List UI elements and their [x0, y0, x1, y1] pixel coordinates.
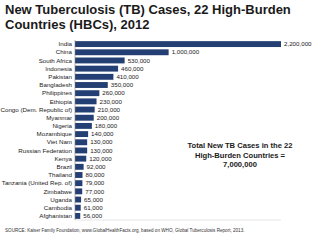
category-label: Afghanistan — [39, 212, 72, 219]
category-label: Indonesia — [45, 65, 72, 72]
bar — [75, 139, 87, 145]
category-label: Cambodia — [44, 204, 73, 211]
category-label: Brazil — [57, 163, 72, 170]
bar — [75, 82, 108, 88]
category-label: Philippines — [42, 89, 72, 96]
data-label: 530,000 — [128, 57, 151, 64]
data-label: 56,000 — [83, 212, 102, 219]
data-label: 180,000 — [95, 122, 118, 129]
data-label: 130,000 — [90, 138, 113, 145]
data-label: 1,000,000 — [172, 48, 200, 55]
title-group: New Tuberculosis (TB) Cases, 22 High-Bur… — [5, 2, 291, 32]
bar — [75, 115, 94, 121]
data-label: 410,000 — [116, 73, 139, 80]
category-label: Thailand — [48, 171, 72, 178]
category-label: Mozambique — [37, 130, 73, 137]
bar — [75, 58, 125, 64]
category-label: Russian Federation — [18, 147, 72, 154]
annotation-line: 7,000,000 — [223, 160, 257, 169]
bar — [75, 41, 281, 47]
bar — [75, 98, 97, 104]
title: Countries (HBCs), 2012 — [5, 17, 149, 32]
category-label: India — [59, 40, 73, 47]
category-label: Zimbabwe — [43, 188, 72, 195]
bar — [75, 188, 82, 194]
category-label: South Africa — [39, 57, 73, 64]
category-label: Pakistan — [48, 73, 72, 80]
annotation-line: High-Burden Countries = — [195, 151, 286, 160]
data-label: 2,200,000 — [284, 40, 312, 47]
category-axis — [75, 40, 76, 220]
bar — [75, 74, 113, 80]
data-label: 350,000 — [111, 81, 134, 88]
data-label: 77,000 — [85, 188, 104, 195]
category-label: Viet Nam — [47, 138, 72, 145]
bar — [75, 90, 99, 96]
title: New Tuberculosis (TB) Cases, 22 High-Bur… — [5, 2, 291, 17]
bar — [75, 148, 87, 154]
category-label: Congo (Dem. Republic of) — [0, 106, 72, 113]
data-label: 92,000 — [87, 163, 106, 170]
bar — [75, 213, 80, 219]
bar — [75, 205, 81, 211]
annotation-line: Total New TB Cases in the 22 — [188, 141, 293, 150]
value-axis — [75, 220, 281, 221]
bar — [75, 107, 95, 113]
bar — [75, 49, 169, 55]
data-label: 140,000 — [91, 130, 114, 137]
category-label: China — [56, 48, 73, 55]
category-label: Myanmar — [46, 114, 72, 121]
category-label: Tanzania (United Rep. of) — [2, 179, 72, 186]
data-label: 80,000 — [85, 171, 104, 178]
source: SOURCE: Kaiser Family Foundation, www.Gl… — [5, 228, 245, 233]
data-label: 61,000 — [84, 204, 103, 211]
category-label: Nigeria — [52, 122, 72, 129]
data-label: 65,000 — [84, 196, 103, 203]
data-label: 200,000 — [97, 114, 120, 121]
category-label: Ethiopia — [50, 98, 73, 105]
bar — [75, 156, 86, 162]
annotation: Total New TB Cases in the 22High-Burden … — [188, 141, 293, 169]
data-label: 79,000 — [85, 179, 104, 186]
bar — [75, 180, 82, 186]
labels: India 2,200,000 China 1,000,000 South Africa… — [0, 40, 312, 219]
bar — [75, 131, 88, 137]
bar — [75, 66, 118, 72]
chart: New Tuberculosis (TB) Cases, 22 High-Bur… — [0, 0, 320, 240]
bar — [75, 164, 84, 170]
bar — [75, 172, 82, 178]
data-label: 210,000 — [98, 106, 121, 113]
category-label: Bangladesh — [39, 81, 72, 88]
bar — [75, 123, 92, 129]
data-label: 260,000 — [102, 89, 125, 96]
bar — [75, 197, 81, 203]
data-label: 230,000 — [100, 98, 123, 105]
category-label: Kenya — [54, 155, 72, 162]
category-label: Uganda — [50, 196, 72, 203]
data-label: 130,000 — [90, 147, 113, 154]
data-label: 460,000 — [121, 65, 144, 72]
data-label: 120,000 — [89, 155, 112, 162]
bars — [75, 41, 281, 219]
